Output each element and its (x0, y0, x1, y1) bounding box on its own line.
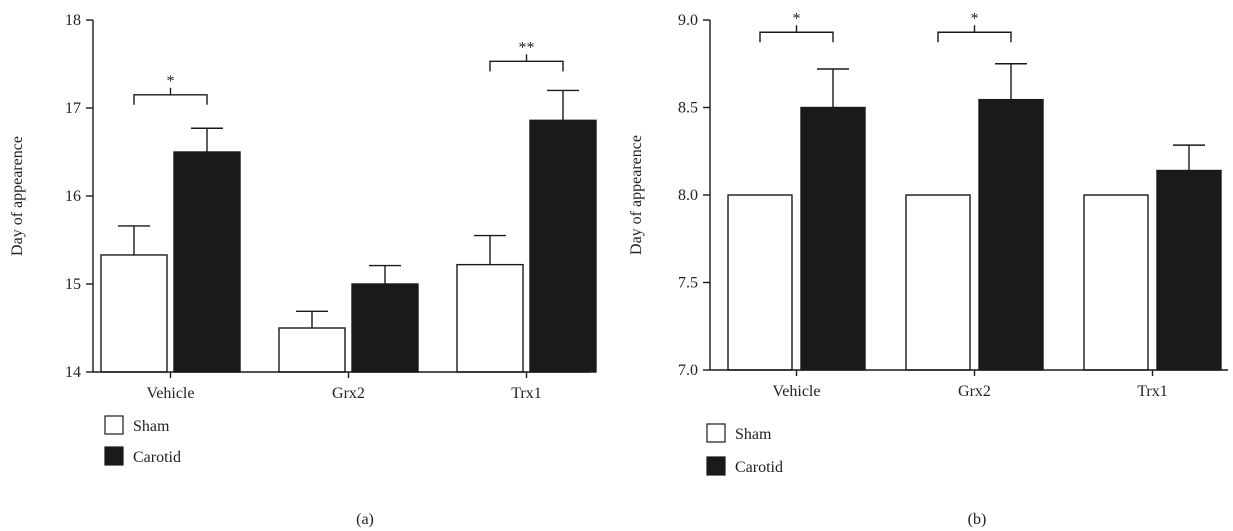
bar-sham-grx2 (278, 327, 346, 373)
significance-bracket-vehicle: * (759, 10, 834, 43)
bar-sham-vehicle (727, 194, 793, 371)
y-tick-label: 17 (65, 100, 81, 117)
y-tick-label: 7.5 (678, 275, 698, 292)
y-axis-title: Day of appearence (9, 136, 26, 256)
x-tick-label-vehicle: Vehicle (147, 385, 195, 402)
legend: Sham Carotid (706, 423, 783, 476)
legend-swatch-sham (706, 423, 726, 443)
panel-label: (b) (968, 511, 987, 528)
y-tick-label: 9.0 (678, 12, 698, 29)
chart-panel-a: 14 15 16 17 18 Vehicle Grx2 Trx1 Day of appearen… (9, 12, 597, 528)
x-tick-label-trx1: Trx1 (1137, 383, 1168, 400)
y-tick-label: 14 (65, 364, 81, 381)
bar-sham-trx1 (1083, 194, 1149, 371)
legend-label-carotid: Carotid (133, 449, 181, 466)
legend-swatch-sham (104, 415, 124, 435)
legend-swatch-carotid (706, 456, 726, 476)
legend: Sham Carotid (104, 415, 181, 466)
y-tick-label: 16 (65, 188, 81, 205)
bracket-line (759, 31, 834, 43)
bar-carotid-trx1 (1156, 169, 1222, 371)
bar-carotid-vehicle (173, 151, 241, 373)
significance-bracket-trx1: ** (489, 39, 564, 72)
x-tick-label-grx2: Grx2 (958, 383, 991, 400)
bar-sham-trx1 (456, 263, 524, 373)
significance-label: * (793, 10, 801, 27)
legend-label-sham: Sham (735, 426, 772, 443)
bar-carotid-grx2 (978, 98, 1044, 371)
bar-sham-grx2 (905, 194, 971, 371)
significance-bracket-vehicle: * (133, 73, 208, 105)
significance-bracket-grx2: * (937, 10, 1012, 43)
bar-carotid-vehicle (800, 106, 866, 371)
bar-carotid-trx1 (529, 119, 597, 373)
legend-label-sham: Sham (133, 418, 170, 435)
y-tick-label: 15 (65, 276, 81, 293)
y-tick-label: 18 (65, 12, 81, 29)
chart-panel-b: 7.0 7.5 8.0 8.5 9.0 Vehicle Grx2 Trx1 Day of app… (628, 10, 1228, 528)
x-tick-label-vehicle: Vehicle (773, 383, 821, 400)
bracket-line (133, 94, 208, 105)
x-tick-label-grx2: Grx2 (332, 385, 365, 402)
y-tick-label: 8.5 (678, 100, 698, 117)
y-axis-title: Day of appearence (628, 135, 645, 255)
bar-sham-vehicle (100, 254, 168, 373)
x-tick-label-trx1: Trx1 (511, 385, 542, 402)
bracket-line (489, 60, 564, 72)
bracket-line (937, 31, 1012, 43)
y-tick-label: 8.0 (678, 187, 698, 204)
significance-label: * (971, 10, 979, 27)
significance-label: ** (519, 39, 535, 56)
panel-label: (a) (356, 511, 374, 528)
legend-label-carotid: Carotid (735, 459, 783, 476)
significance-label: * (167, 73, 175, 90)
y-tick-label: 7.0 (678, 362, 698, 379)
legend-swatch-carotid (104, 446, 124, 466)
bar-carotid-grx2 (351, 283, 419, 373)
